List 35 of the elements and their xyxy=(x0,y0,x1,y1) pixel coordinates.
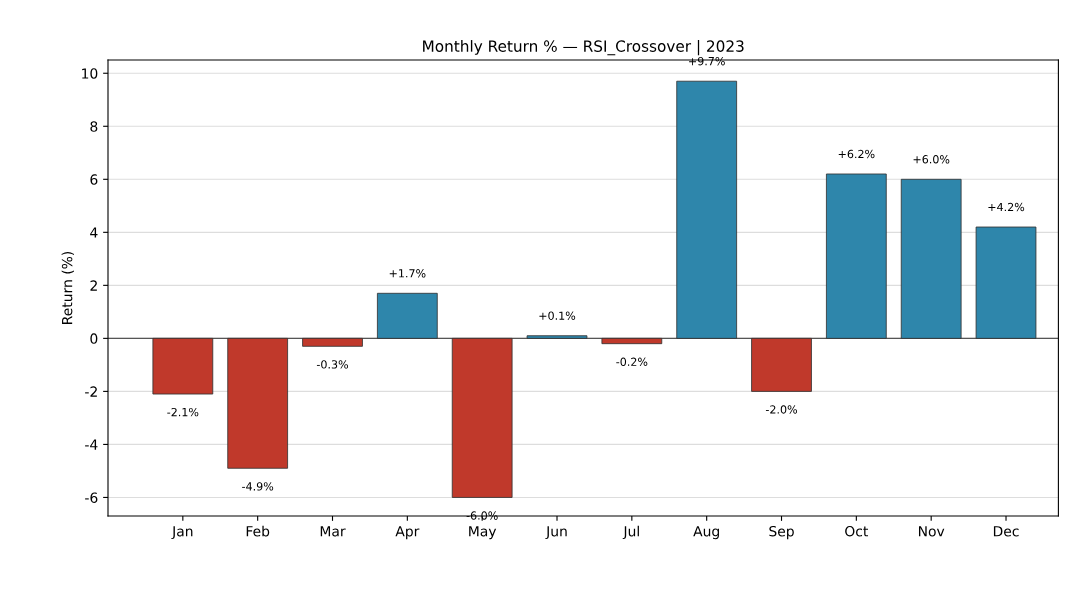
data-label: +6.0% xyxy=(913,155,950,164)
x-tick-label: Sep xyxy=(769,525,794,540)
x-tick-label: Oct xyxy=(845,525,869,537)
y-tick-label: 6 xyxy=(90,174,98,185)
data-label: -4.9% xyxy=(242,482,274,491)
y-tick-label: 0 xyxy=(90,333,98,344)
x-tick-label: Jul xyxy=(622,525,639,540)
x-tick-label: May xyxy=(469,526,497,540)
x-tick-label: Dec xyxy=(993,526,1019,537)
x-tick-label: Feb xyxy=(246,525,270,537)
x-tick-label: Jun xyxy=(545,526,567,540)
y-axis-title: Return (%) xyxy=(61,251,74,324)
data-label: +1.7% xyxy=(389,269,426,278)
y-tick-label: 2 xyxy=(90,280,97,291)
data-label: -0.2% xyxy=(616,357,648,366)
y-tick-label: -2 xyxy=(85,386,97,397)
y-tick-label: -4 xyxy=(85,439,98,450)
data-label: -2.1% xyxy=(167,407,199,417)
x-tick-label: Jan xyxy=(171,526,193,540)
data-label: +4.2% xyxy=(988,202,1025,212)
y-tick-label: 4 xyxy=(90,227,98,238)
data-label: -6.0% xyxy=(466,511,498,520)
y-tick-label: 8 xyxy=(90,121,98,132)
data-label: -2.0% xyxy=(765,405,798,414)
chart-title: Monthly Return % — RSI_Crossover | 2023 xyxy=(423,39,744,56)
y-tick-label: 10 xyxy=(82,68,98,79)
x-tick-label: Apr xyxy=(395,526,420,540)
y-tick-label: -6 xyxy=(85,492,98,503)
data-label: -0.3% xyxy=(316,360,349,369)
x-tick-label: Nov xyxy=(918,526,945,537)
data-label: +9.7% xyxy=(689,56,725,66)
x-tick-label: Mar xyxy=(320,526,346,537)
x-tick-label: Aug xyxy=(693,526,719,540)
data-label: +6.2% xyxy=(838,149,875,159)
data-label: +0.1% xyxy=(539,311,576,320)
